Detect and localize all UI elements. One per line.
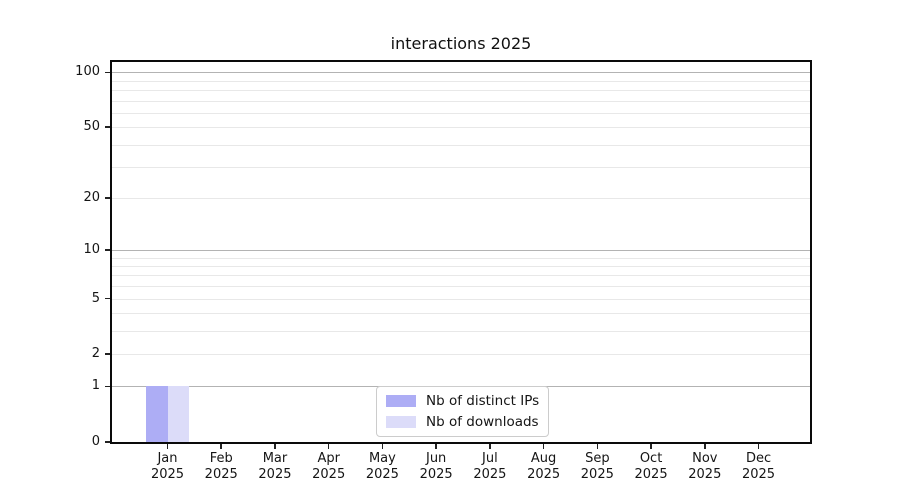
x-tick-month: Nov <box>692 451 718 466</box>
x-tick-mark <box>542 444 545 449</box>
minor-gridline <box>112 112 810 114</box>
y-tick-label: 50 <box>83 119 100 135</box>
y-tick-mark <box>105 71 110 74</box>
minor-gridline <box>112 313 810 315</box>
x-tick-month: Jul <box>482 451 498 466</box>
x-tick-mark <box>704 444 706 449</box>
x-tick-label: May 2025 <box>352 451 412 483</box>
x-tick-year: 2025 <box>634 467 668 482</box>
x-tick-month: Apr <box>317 451 340 466</box>
x-tick-year: 2025 <box>365 467 399 482</box>
minor-gridline <box>112 286 810 288</box>
x-tick-year: 2025 <box>741 467 776 482</box>
minor-gridline <box>112 100 810 102</box>
y-tick-mark <box>105 385 110 388</box>
bar-nb-of-downloads <box>167 386 189 442</box>
bar-nb-of-distinct-ips <box>146 386 168 442</box>
minor-gridline <box>112 330 810 332</box>
y-tick-label: 1 <box>91 378 100 394</box>
x-tick-year: 2025 <box>688 467 722 482</box>
y-tick-mark <box>105 441 110 443</box>
legend: Nb of distinct IPs Nb of downloads <box>376 386 550 437</box>
x-tick-label: Feb 2025 <box>191 451 251 483</box>
minor-gridline <box>112 298 810 300</box>
x-tick-label: Mar 2025 <box>245 451 305 483</box>
x-tick-label: Jan 2025 <box>138 451 198 483</box>
legend-swatch <box>386 416 416 428</box>
y-tick-mark <box>105 197 110 199</box>
minor-gridline <box>112 266 810 268</box>
plot-area: Nb of distinct IPs Nb of downloads <box>110 60 812 444</box>
x-tick-year: 2025 <box>204 467 238 482</box>
minor-gridline <box>112 166 810 168</box>
chart-title: interactions 2025 <box>390 34 532 53</box>
y-tick-label: 0 <box>91 434 100 449</box>
x-tick-mark <box>274 444 276 449</box>
x-tick-year: 2025 <box>419 467 453 482</box>
minor-gridline <box>112 144 810 146</box>
y-tick-label: 2 <box>91 346 100 362</box>
legend-row: Nb of downloads <box>386 414 539 430</box>
x-tick-label: Apr 2025 <box>299 451 359 483</box>
x-tick-mark <box>489 444 491 449</box>
y-tick-label: 20 <box>83 190 100 206</box>
minor-gridline <box>112 198 810 200</box>
x-tick-mark <box>327 444 330 449</box>
legend-label: Nb of downloads <box>426 414 539 430</box>
x-tick-mark <box>166 444 169 449</box>
x-tick-year: 2025 <box>312 467 346 482</box>
x-tick-label: Oct 2025 <box>621 451 681 483</box>
minor-gridline <box>112 257 810 259</box>
x-tick-label: Dec 2025 <box>729 451 789 483</box>
y-tick-mark <box>105 297 110 300</box>
major-gridline <box>112 249 810 251</box>
x-tick-mark <box>220 444 222 449</box>
x-tick-month: Feb <box>209 451 233 466</box>
legend-swatch <box>386 395 416 407</box>
x-tick-year: 2025 <box>258 467 292 482</box>
x-tick-mark <box>650 444 652 449</box>
minor-gridline <box>112 90 810 92</box>
minor-gridline <box>112 354 810 356</box>
x-tick-mark <box>381 444 384 449</box>
x-tick-month: Jan <box>157 451 178 466</box>
x-tick-mark <box>596 444 599 449</box>
y-tick-mark <box>105 249 110 251</box>
y-tick-label: 100 <box>75 64 100 80</box>
x-tick-label: Nov 2025 <box>675 451 735 483</box>
x-tick-label: Aug 2025 <box>514 451 574 483</box>
x-tick-mark <box>757 444 760 449</box>
x-tick-month: Aug <box>530 451 557 466</box>
x-tick-label: Sep 2025 <box>567 451 627 483</box>
x-tick-label: Jul 2025 <box>460 451 520 483</box>
x-tick-month: Jun <box>425 451 447 466</box>
x-tick-year: 2025 <box>150 467 185 482</box>
minor-gridline <box>112 80 810 82</box>
major-gridline <box>112 72 810 74</box>
x-tick-month: Mar <box>262 451 288 466</box>
minor-gridline <box>112 127 810 129</box>
x-tick-year: 2025 <box>473 467 507 482</box>
x-tick-month: Oct <box>639 451 663 466</box>
y-tick-label: 5 <box>91 290 100 306</box>
y-tick-label: 10 <box>83 241 100 257</box>
x-tick-month: May <box>368 451 396 466</box>
y-tick-mark <box>105 126 110 128</box>
x-tick-year: 2025 <box>580 467 614 482</box>
y-tick-mark <box>105 353 110 355</box>
x-tick-month: Dec <box>745 451 772 466</box>
legend-row: Nb of distinct IPs <box>386 393 539 409</box>
minor-gridline <box>112 275 810 277</box>
legend-label: Nb of distinct IPs <box>426 393 540 409</box>
x-tick-mark <box>435 444 437 449</box>
x-tick-year: 2025 <box>527 467 561 482</box>
x-tick-month: Sep <box>585 451 610 466</box>
x-tick-label: Jun 2025 <box>406 451 466 483</box>
